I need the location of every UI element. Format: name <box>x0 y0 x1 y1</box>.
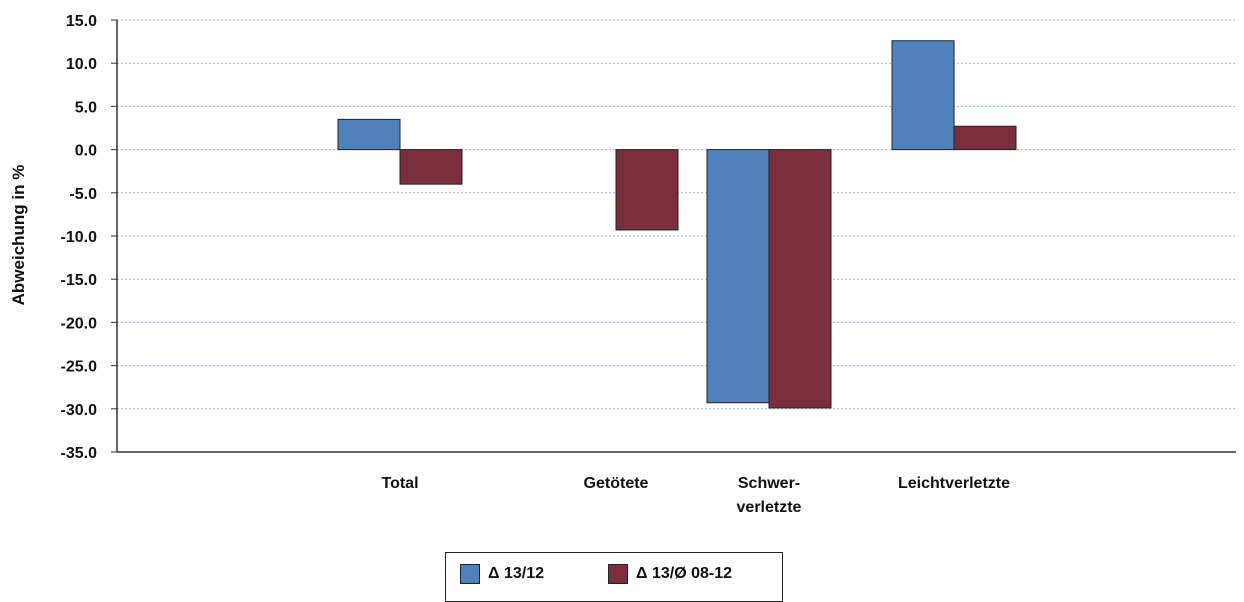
category-label: Getötete <box>584 475 649 492</box>
y-tick-label: 15.0 <box>66 13 97 30</box>
legend-swatch-series-1 <box>460 564 480 584</box>
bar-series-2-1 <box>399 149 463 185</box>
y-tick-label: -5.0 <box>69 186 97 203</box>
gridlines <box>111 19 1236 453</box>
y-tick-label: 0.0 <box>75 143 97 160</box>
y-tick-label: -35.0 <box>61 445 98 462</box>
legend: Δ 13/12 Δ 13/Ø 08-12 <box>445 552 783 602</box>
y-tick-label: 5.0 <box>75 99 97 116</box>
bar-series-2-4 <box>953 125 1017 151</box>
y-axis-label: Abweichung in % <box>9 165 28 306</box>
legend-item-series-1: Δ 13/12 <box>460 564 544 584</box>
category-label: Schwer- <box>738 475 800 492</box>
y-tick-label: -10.0 <box>61 229 98 246</box>
legend-label-series-1: Δ 13/12 <box>488 565 544 582</box>
bars <box>337 40 1017 409</box>
y-tick-label: 10.0 <box>66 56 97 73</box>
y-tick-label: -20.0 <box>61 315 98 332</box>
legend-swatch-series-2 <box>608 564 628 584</box>
x-tick-labels: Total Getötete Schwer-verletzte Leichtverle… <box>381 475 1010 516</box>
y-tick-label: -30.0 <box>61 402 98 419</box>
bar-series-2-2 <box>615 149 679 231</box>
axes <box>116 20 1236 453</box>
legend-label-series-2: Δ 13/Ø 08-12 <box>636 565 732 582</box>
bar-series-2-3 <box>768 149 832 409</box>
legend-item-series-2: Δ 13/Ø 08-12 <box>608 564 732 584</box>
y-tick-label: -25.0 <box>61 359 98 376</box>
category-label: verletzte <box>737 499 802 516</box>
category-label: Total <box>381 475 418 492</box>
category-label: Leichtverletzte <box>898 475 1010 492</box>
bar-series-1-4 <box>891 40 955 151</box>
bar-series-1-1 <box>337 118 401 151</box>
bar-series-1-3 <box>706 149 770 404</box>
y-tick-label: -15.0 <box>61 272 98 289</box>
y-tick-labels: 15.0 10.0 5.0 0.0 -5.0 -10.0 -15.0 -20.0 -25.0 -3… <box>61 13 98 462</box>
